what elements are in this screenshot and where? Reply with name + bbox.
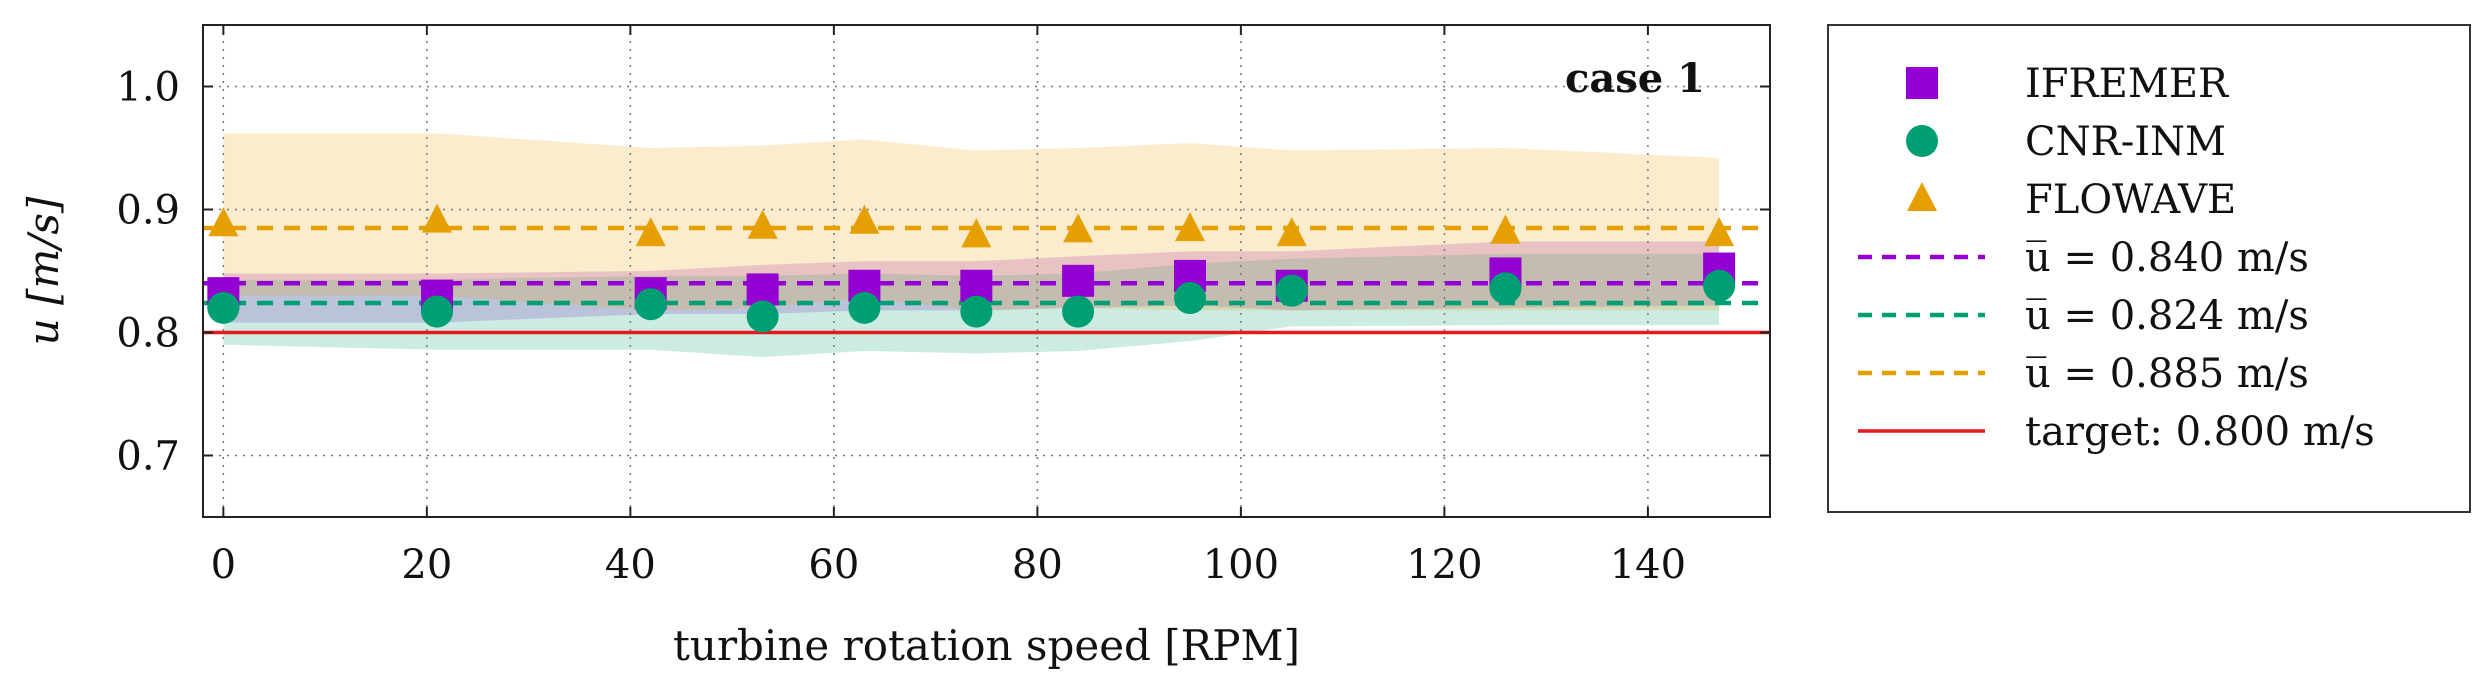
x-tick-label: 60 <box>808 542 859 588</box>
x-tick-label: 0 <box>211 542 236 588</box>
y-axis-ticks: 0.7 0.8 0.9 1.0 <box>116 65 1770 480</box>
band-flowave <box>223 133 1720 311</box>
point-flowave <box>1063 213 1094 243</box>
y-axis-label: u [m/s] <box>19 196 68 345</box>
point-cnr-inm <box>1275 274 1308 307</box>
point-cnr-inm <box>960 295 993 328</box>
point-flowave <box>1276 217 1307 247</box>
legend-label-cnr-inm: CNR-INM <box>2025 119 2226 165</box>
plot-frame <box>202 24 1771 518</box>
point-cnr-inm <box>634 288 667 321</box>
legend-label-ifremer: IFREMER <box>2025 61 2230 107</box>
y-tick-label: 1.0 <box>116 65 180 111</box>
x-tick-label: 100 <box>1203 542 1279 588</box>
point-flowave <box>1490 214 1521 244</box>
point-flowave <box>849 204 880 234</box>
point-flowave <box>635 217 666 247</box>
point-cnr-inm <box>1062 295 1095 328</box>
data-points <box>207 203 1736 333</box>
point-cnr-inm <box>1174 282 1207 315</box>
point-cnr-inm <box>746 300 779 333</box>
legend-reference-label: u̅ = 0.840 m/s <box>2025 235 2309 281</box>
point-flowave <box>208 207 239 237</box>
legend-marker-ifremer <box>1906 67 1938 99</box>
point-cnr-inm <box>1703 269 1736 302</box>
x-axis-ticks: 0 20 40 60 80 100 120 140 <box>211 25 1686 588</box>
y-tick-label: 0.8 <box>116 311 180 357</box>
x-tick-label: 80 <box>1012 542 1063 588</box>
x-axis-label: turbine rotation speed [RPM] <box>673 621 1300 670</box>
legend-reference-label: u̅ = 0.885 m/s <box>2025 351 2309 397</box>
y-tick-label: 0.7 <box>116 434 180 480</box>
legend-marker-flowave <box>1907 182 1937 211</box>
point-cnr-inm <box>421 295 454 328</box>
point-cnr-inm <box>1489 272 1522 305</box>
x-tick-label: 20 <box>401 542 452 588</box>
point-flowave <box>961 218 992 248</box>
legend-label-flowave: FLOWAVE <box>2025 177 2236 223</box>
point-cnr-inm <box>207 291 240 324</box>
x-tick-label: 140 <box>1610 542 1686 588</box>
x-tick-label: 120 <box>1406 542 1482 588</box>
point-ifremer <box>746 273 779 306</box>
point-flowave <box>422 203 453 233</box>
point-cnr-inm <box>848 291 881 324</box>
point-flowave <box>1175 212 1206 242</box>
point-flowave <box>747 209 778 239</box>
point-flowave <box>1704 217 1735 247</box>
legend-marker-cnr-inm <box>1906 125 1938 157</box>
case-annotation: case 1 <box>1565 55 1705 102</box>
legend-reference-label: u̅ = 0.824 m/s <box>2025 293 2309 339</box>
legend: IFREMER CNR-INM FLOWAVE u̅ = 0.840 m/s u̅ = … <box>1827 24 2471 513</box>
y-tick-label: 0.9 <box>116 188 180 234</box>
point-ifremer <box>1062 264 1095 297</box>
x-tick-label: 40 <box>605 542 656 588</box>
legend-reference-label: target: 0.800 m/s <box>2025 409 2375 455</box>
